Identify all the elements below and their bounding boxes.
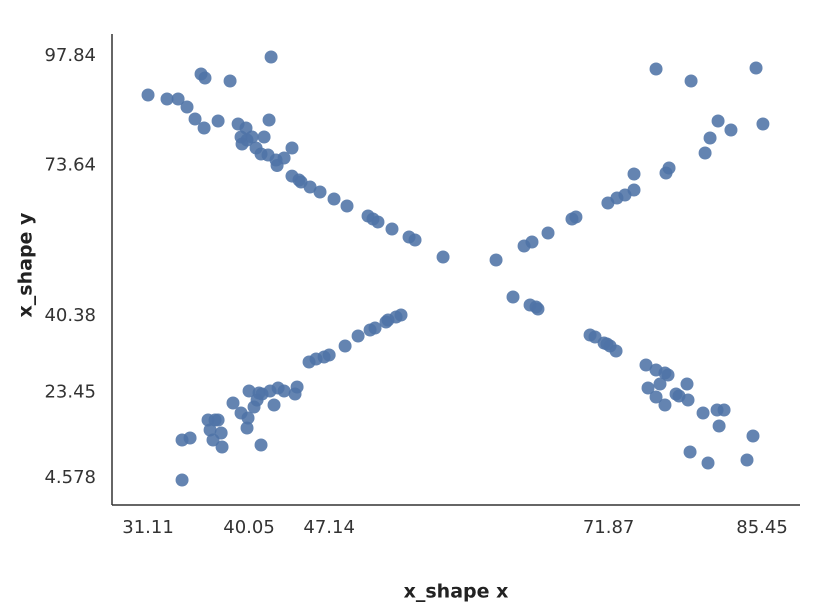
point bbox=[262, 113, 276, 127]
point bbox=[245, 130, 259, 144]
point bbox=[696, 406, 710, 420]
point bbox=[627, 183, 641, 197]
point bbox=[211, 114, 225, 128]
point bbox=[141, 88, 155, 102]
point bbox=[649, 62, 663, 76]
point bbox=[175, 473, 189, 487]
point bbox=[264, 50, 278, 64]
point bbox=[506, 290, 520, 304]
point bbox=[206, 433, 220, 447]
y-tick-label: 97.84 bbox=[44, 45, 96, 66]
point bbox=[658, 398, 672, 412]
x-axis-title: x_shape x bbox=[404, 581, 509, 603]
point bbox=[267, 398, 281, 412]
point bbox=[277, 384, 291, 398]
point bbox=[703, 131, 717, 145]
x-tick-label: 85.45 bbox=[736, 517, 788, 538]
point bbox=[338, 339, 352, 353]
point bbox=[653, 377, 667, 391]
point bbox=[215, 440, 229, 454]
x-tick-label: 71.87 bbox=[583, 517, 635, 538]
point bbox=[160, 92, 174, 106]
point bbox=[641, 381, 655, 395]
point bbox=[541, 226, 555, 240]
point bbox=[740, 453, 754, 467]
point bbox=[649, 390, 663, 404]
point bbox=[662, 161, 676, 175]
point bbox=[609, 344, 623, 358]
x-tick-label: 31.11 bbox=[122, 517, 174, 538]
point bbox=[203, 423, 217, 437]
point bbox=[531, 302, 545, 316]
point bbox=[698, 146, 712, 160]
point bbox=[277, 151, 291, 165]
point bbox=[711, 114, 725, 128]
point bbox=[680, 377, 694, 391]
y-tick-label: 40.38 bbox=[44, 305, 96, 326]
point bbox=[226, 396, 240, 410]
point bbox=[223, 74, 237, 88]
point bbox=[385, 222, 399, 236]
point bbox=[681, 393, 695, 407]
point bbox=[569, 210, 583, 224]
y-tick-label: 73.64 bbox=[44, 154, 96, 175]
point bbox=[712, 419, 726, 433]
point bbox=[285, 141, 299, 155]
point bbox=[313, 185, 327, 199]
point bbox=[351, 329, 365, 343]
point bbox=[683, 445, 697, 459]
point bbox=[746, 429, 760, 443]
point bbox=[322, 348, 336, 362]
point bbox=[371, 215, 385, 229]
x-tick-label: 47.14 bbox=[303, 517, 355, 538]
point bbox=[436, 250, 450, 264]
point bbox=[240, 421, 254, 435]
point bbox=[368, 321, 382, 335]
point bbox=[639, 358, 653, 372]
point bbox=[489, 253, 503, 267]
point bbox=[198, 71, 212, 85]
point bbox=[211, 413, 225, 427]
point bbox=[290, 380, 304, 394]
point bbox=[717, 403, 731, 417]
point bbox=[303, 180, 317, 194]
point bbox=[183, 431, 197, 445]
point bbox=[180, 100, 194, 114]
point bbox=[171, 92, 185, 106]
point bbox=[525, 235, 539, 249]
point bbox=[394, 308, 408, 322]
point bbox=[701, 456, 715, 470]
y-axis-title: x_shape y bbox=[15, 212, 37, 318]
point bbox=[724, 123, 738, 137]
point bbox=[197, 121, 211, 135]
point bbox=[242, 384, 256, 398]
x-tick-label: 40.05 bbox=[223, 517, 275, 538]
point bbox=[188, 112, 202, 126]
point bbox=[408, 233, 422, 247]
point bbox=[327, 192, 341, 206]
point bbox=[340, 199, 354, 213]
point bbox=[627, 167, 641, 181]
point bbox=[749, 61, 763, 75]
point bbox=[661, 368, 675, 382]
point bbox=[241, 411, 255, 425]
y-tick-label: 23.45 bbox=[44, 382, 96, 403]
point bbox=[684, 74, 698, 88]
point bbox=[756, 117, 770, 131]
y-tick-label: 4.578 bbox=[44, 467, 96, 488]
point bbox=[257, 130, 271, 144]
point bbox=[254, 438, 268, 452]
